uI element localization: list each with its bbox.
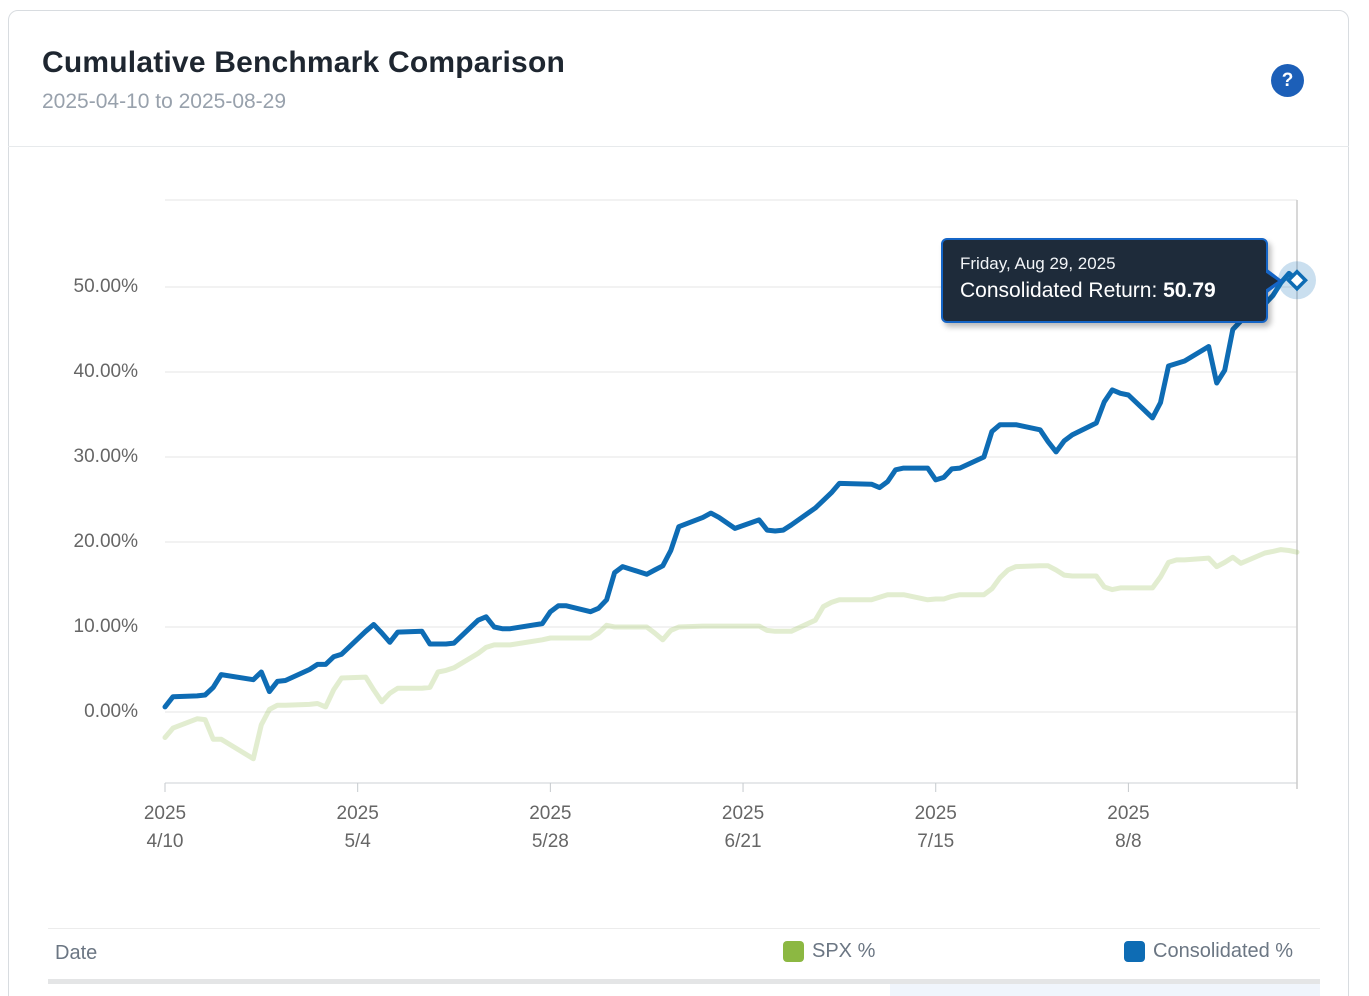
- hover-point-marker[interactable]: [1286, 269, 1308, 292]
- x-axis-label-date: 4/10: [146, 831, 184, 852]
- x-axis-label-date: 6/21: [724, 831, 762, 852]
- tooltip-series-label: Consolidated Return:: [960, 279, 1164, 302]
- card-header: Cumulative Benchmark Comparison 2025-04-…: [8, 10, 1349, 146]
- legend-item-consolidated[interactable]: Consolidated %: [1124, 940, 1293, 963]
- x-axis-label-year: 2025: [336, 803, 379, 824]
- x-axis-label: 2025 4/10: [105, 800, 225, 856]
- x-axis-label-year: 2025: [143, 803, 187, 824]
- tooltip-value: 50.79: [1163, 279, 1216, 302]
- legend-label-consolidated: Consolidated %: [1153, 940, 1294, 962]
- spx-series-line[interactable]: [162, 547, 1300, 762]
- header-divider: [8, 146, 1349, 147]
- x-axis-label-date: 5/28: [531, 831, 569, 852]
- highlighted-column-strip: [890, 984, 1320, 996]
- y-axis-label: 40.00%: [73, 361, 138, 382]
- tooltip-date: Friday, Aug 29, 2025: [960, 254, 1116, 273]
- x-axis-label: 2025 5/4: [298, 800, 418, 856]
- y-axis-label: 10.00%: [73, 616, 138, 637]
- y-axis-label: 0.00%: [84, 701, 138, 722]
- x-axis-label-date: 7/15: [917, 831, 955, 852]
- x-axis-label: 2025 6/21: [683, 800, 803, 856]
- y-axis-label: 50.00%: [73, 276, 138, 297]
- x-axis-label: 2025 7/15: [876, 800, 996, 856]
- y-axis-label: 20.00%: [73, 531, 138, 552]
- x-axis-label: 2025 8/8: [1068, 800, 1188, 856]
- x-axis-label-date: 8/8: [1115, 831, 1142, 852]
- tooltip-value-line: Consolidated Return: 50.79: [960, 276, 1266, 305]
- date-column-header: Date: [55, 942, 98, 964]
- help-button[interactable]: ?: [1271, 64, 1304, 97]
- consolidated-color-swatch-icon: [1124, 941, 1145, 962]
- table-header-row: Date SPX % Consolidated %: [48, 928, 1320, 980]
- x-axis-label: 2025 5/28: [490, 800, 610, 856]
- x-axis-label-year: 2025: [721, 803, 765, 824]
- page-title: Cumulative Benchmark Comparison: [42, 46, 565, 79]
- chart-tooltip: Friday, Aug 29, 2025 Consolidated Return…: [941, 238, 1283, 323]
- x-axis-label-year: 2025: [529, 803, 572, 824]
- table-row-divider: [48, 979, 1320, 984]
- x-axis-label-year: 2025: [1107, 803, 1150, 824]
- date-range-subtitle: 2025-04-10 to 2025-08-29: [42, 90, 287, 113]
- benchmark-comparison-card: [8, 10, 1349, 996]
- question-mark-icon: ?: [1281, 69, 1294, 91]
- x-axis-label-year: 2025: [914, 803, 957, 824]
- legend-item-spx[interactable]: SPX %: [783, 940, 875, 963]
- consolidated-series-line[interactable]: [162, 270, 1300, 710]
- x-axis-label-date: 5/4: [344, 831, 371, 852]
- y-axis-label: 30.00%: [73, 446, 138, 467]
- legend-label-spx: SPX %: [812, 940, 876, 962]
- spx-color-swatch-icon: [783, 941, 804, 962]
- tooltip-arrow-fill: [1265, 271, 1278, 290]
